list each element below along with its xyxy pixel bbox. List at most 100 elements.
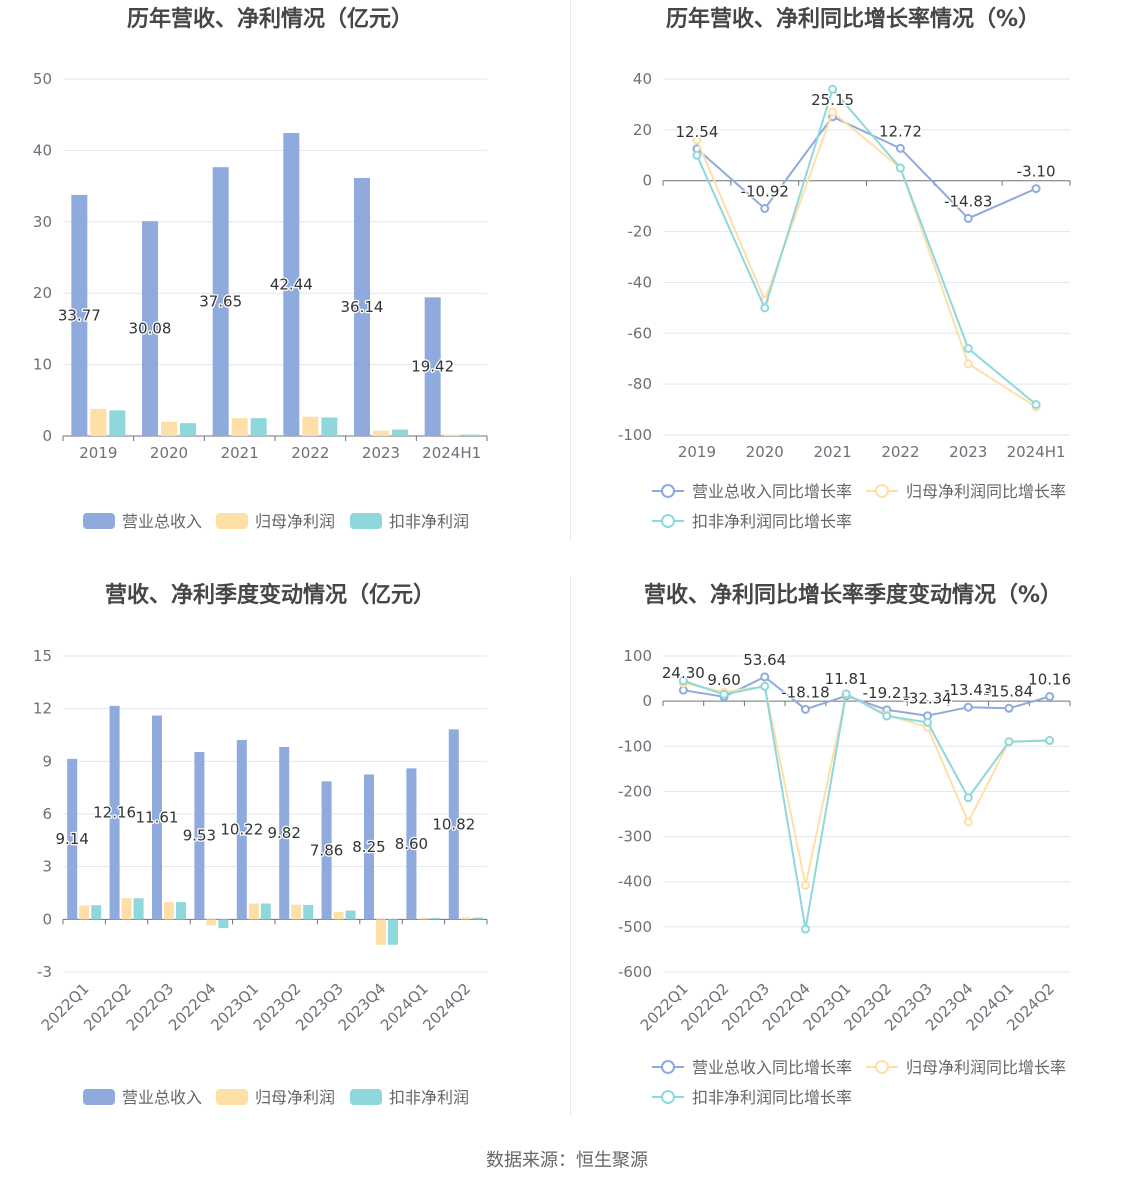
y-tick-label: 40: [633, 70, 652, 88]
point-deducted-net-profit-growth: [841, 689, 851, 699]
x-tick-label: 2023: [362, 444, 400, 462]
bar-net-profit: [443, 434, 460, 436]
x-tick-label: 2022: [881, 443, 919, 461]
point-revenue-growth: [1004, 703, 1014, 713]
bar-net-profit: [291, 904, 302, 920]
point-deducted-net-profit-growth: [963, 344, 973, 354]
legend-label: 扣非净利润同比增长率: [692, 1088, 852, 1107]
line-deducted-net-profit-growth: [683, 679, 1050, 931]
point-deducted-net-profit-growth: [1004, 737, 1014, 747]
point-deducted-net-profit-growth: [923, 717, 933, 727]
bar-value-label: 9.14: [55, 830, 88, 848]
point-net-profit-growth: [963, 817, 973, 827]
y-tick-label: -100: [618, 737, 652, 755]
y-tick-label: 100: [623, 647, 652, 665]
point-deducted-net-profit-growth: [760, 681, 770, 691]
y-tick-label: -60: [628, 324, 653, 342]
point-value-labels: 12.54 -10.92 25.15 12.72 -14.83 -3.10: [674, 90, 1057, 212]
x-tick-label: 2020: [746, 443, 784, 461]
legend-label: 归母净利润同比增长率: [906, 482, 1066, 501]
point-deducted-net-profit-growth: [1031, 399, 1041, 409]
point-net-profit-growth: [800, 880, 810, 890]
y-tick-label: -40: [628, 273, 653, 291]
x-axis: 2022Q12022Q22022Q32022Q42023Q12023Q22023…: [38, 918, 488, 1035]
point-deducted-net-profit-growth: [963, 793, 973, 803]
bar-value-label: 36.14: [341, 298, 384, 316]
legend-item-deducted-net-profit-growth[interactable]: 扣非净利润同比增长率: [652, 1088, 852, 1107]
x-tick-label: 2019: [678, 443, 716, 461]
legend-item-revenue[interactable]: 营业总收入: [83, 1088, 202, 1107]
point-deducted-net-profit-growth: [1045, 735, 1055, 745]
legend-item-deducted-net-profit[interactable]: 扣非净利润: [350, 1088, 469, 1107]
legend-marker: [875, 1060, 889, 1074]
bar-deducted-net-profit: [176, 902, 186, 920]
point-deducted-net-profit-growth: [760, 303, 770, 313]
bar-revenue: [354, 177, 370, 437]
bar-net-profit: [302, 416, 319, 436]
bar-deducted-net-profit: [392, 429, 408, 436]
legend-item-deducted-net-profit[interactable]: 扣非净利润: [350, 512, 469, 531]
legend-item-net-profit[interactable]: 归母净利润: [216, 512, 335, 531]
point-net-profit-growth: [828, 107, 838, 117]
series-net-profit-growth: [678, 678, 1055, 890]
bar-revenue: [194, 752, 205, 920]
legend-item-revenue-growth[interactable]: 营业总收入同比增长率: [652, 482, 852, 501]
point-revenue-growth: [760, 672, 770, 682]
bar-value-label: 9.53: [183, 827, 216, 845]
legend-item-net-profit-growth[interactable]: 归母净利润同比增长率: [866, 1058, 1066, 1077]
line-revenue-growth: [696, 115, 1037, 220]
legend-marker: [875, 484, 889, 498]
point-value-label: -13.43: [944, 681, 992, 699]
bar-revenue: [424, 297, 441, 436]
legend-item-revenue[interactable]: 营业总收入: [83, 512, 202, 531]
legend-item-net-profit-growth[interactable]: 归母净利润同比增长率: [866, 482, 1066, 501]
point-value-label: 12.72: [879, 122, 922, 140]
legend-swatch: [83, 1089, 115, 1105]
legend-swatch: [83, 513, 115, 529]
point-value-label: 10.16: [1028, 671, 1071, 689]
bar-net-profit: [164, 902, 174, 920]
bar-deducted-net-profit: [303, 904, 314, 920]
legend-item-net-profit[interactable]: 归母净利润: [216, 1088, 335, 1107]
y-tick-label: -600: [618, 963, 652, 981]
point-revenue-growth: [963, 702, 973, 712]
point-deducted-net-profit-growth: [828, 84, 838, 94]
bar-value-label: 9.82: [267, 824, 300, 842]
y-tick-label: 15: [33, 647, 52, 665]
x-tick-label: 2024Q2: [419, 980, 474, 1035]
point-deducted-net-profit-growth: [882, 711, 892, 721]
bar-value-label: 8.25: [352, 838, 385, 856]
bar-value-label: 37.65: [199, 293, 242, 311]
legend-label: 营业总收入同比增长率: [692, 482, 852, 501]
y-tick-label: 3: [42, 858, 52, 876]
legend-item-revenue-growth[interactable]: 营业总收入同比增长率: [652, 1058, 852, 1077]
chart-title: 营收、净利季度变动情况（亿元）: [105, 582, 435, 608]
bar-net-profit: [418, 917, 429, 920]
point-value-label: 53.64: [743, 651, 786, 669]
point-deducted-net-profit-growth: [895, 163, 905, 173]
y-tick-label: -80: [628, 375, 653, 393]
y-tick-label: 0: [642, 172, 652, 190]
point-value-label: 24.30: [662, 664, 705, 682]
legend-label: 扣非净利润: [389, 512, 469, 531]
point-revenue-growth: [895, 143, 905, 153]
legend-item-deducted-net-profit-growth[interactable]: 扣非净利润同比增长率: [652, 512, 852, 531]
bars: [71, 132, 479, 437]
x-tick-label: 2021: [813, 443, 851, 461]
bar-deducted-net-profit: [180, 423, 196, 436]
bar-revenue: [279, 746, 290, 920]
bar-net-profit: [206, 919, 217, 926]
legend-marker: [661, 1090, 675, 1104]
bar-value-label: 19.42: [411, 358, 454, 376]
y-tick-label: 20: [633, 121, 652, 139]
legend-marker: [661, 514, 675, 528]
x-tick-label: 2024H1: [422, 444, 481, 462]
y-tick-label: 40: [33, 141, 52, 159]
chart-quarterly-revenue-profit: 营收、净利季度变动情况（亿元） -3 0 3 6 9 12 15 2022Q12022Q2202…: [33, 582, 488, 1107]
point-value-label: -3.10: [1017, 163, 1056, 181]
x-tick-label: 2019: [79, 444, 117, 462]
legend: 营业总收入 归母净利润 扣非净利润: [83, 1088, 469, 1107]
bar-deducted-net-profit: [250, 418, 267, 436]
